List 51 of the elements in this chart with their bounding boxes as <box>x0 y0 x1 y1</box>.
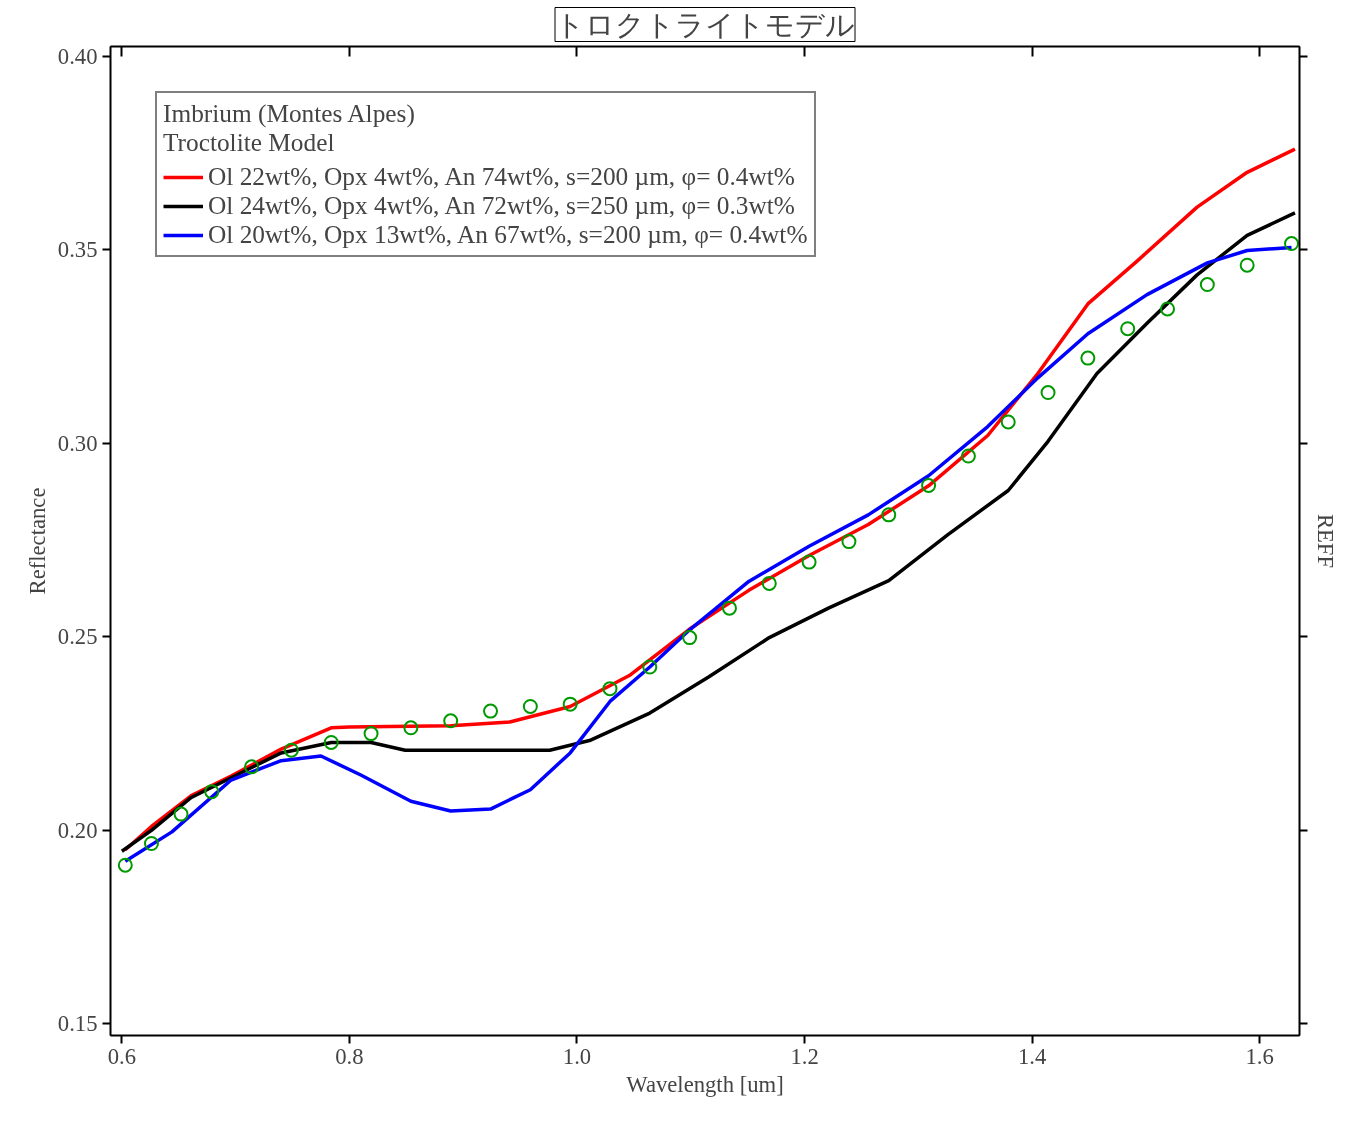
point <box>117 857 133 873</box>
point <box>1120 321 1136 337</box>
point <box>1239 257 1255 273</box>
y-tick-label: 0.40 <box>57 43 98 69</box>
point <box>204 784 220 800</box>
point <box>642 659 658 675</box>
point <box>363 726 379 742</box>
point <box>801 554 817 570</box>
point <box>841 534 857 550</box>
y-tick-label: 0.25 <box>57 624 98 650</box>
y-tick-label: 0.15 <box>57 1011 98 1037</box>
point <box>283 742 299 758</box>
chart-title: トロクトライトモデル <box>555 7 855 42</box>
legend-title: Imbrium (Montes Alpes) Troctolite Model <box>163 99 416 157</box>
point <box>143 836 159 851</box>
x-tick-label: 0.8 <box>335 1043 364 1069</box>
point <box>244 759 260 775</box>
x-tick-label: 0.6 <box>107 1043 137 1069</box>
x-tick-label: 1.4 <box>1017 1043 1047 1069</box>
y-tick-label: 0.30 <box>57 430 98 456</box>
point <box>522 698 538 714</box>
y-tick-label: 0.20 <box>57 817 98 843</box>
point <box>881 507 897 523</box>
point <box>443 713 459 729</box>
point <box>1284 236 1300 252</box>
x-tick-label: 1.0 <box>562 1043 592 1069</box>
point <box>761 575 777 591</box>
point <box>1040 385 1056 401</box>
point <box>483 703 499 719</box>
legend-label: Ol 20wt%, Opx 13wt%, An 67wt%, s=200 µm, φ= 0.4wt% <box>208 220 808 249</box>
y-axis-title: Reflectance <box>24 487 50 595</box>
point <box>173 806 189 822</box>
legend-label: Ol 22wt%, Opx 4wt%, An 74wt%, s=200 µm, φ= 0.4wt% <box>208 162 795 191</box>
point <box>682 630 698 646</box>
y-tick-label: 0.35 <box>57 237 98 263</box>
x-tick-label: 1.2 <box>790 1043 819 1069</box>
y2-axis-title: REFF <box>1312 513 1338 569</box>
x-axis-title: Wavelength [um] <box>626 1071 784 1097</box>
point <box>960 448 976 464</box>
point <box>1080 350 1096 366</box>
point <box>323 734 339 750</box>
x-tick-label: 1.6 <box>1245 1043 1274 1069</box>
point <box>562 696 578 712</box>
point <box>1199 277 1215 293</box>
point <box>1160 301 1176 317</box>
point <box>1000 414 1016 430</box>
point <box>602 681 618 697</box>
point <box>921 477 937 493</box>
point <box>403 720 419 736</box>
legend-label: Ol 24wt%, Opx 4wt%, An 72wt%, s=250 µm, φ= 0.3wt% <box>208 191 795 220</box>
point <box>721 600 737 616</box>
